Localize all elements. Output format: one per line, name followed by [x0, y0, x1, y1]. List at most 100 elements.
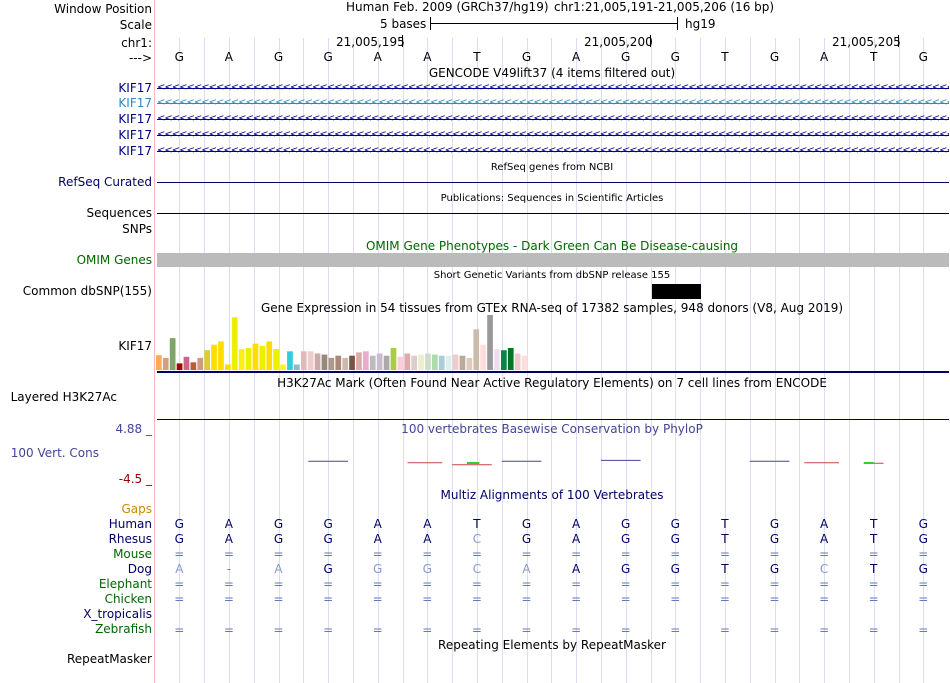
strand-arrow-label: --->	[128, 51, 152, 65]
gtex-bar[interactable]	[356, 352, 362, 370]
gtex-bar[interactable]	[473, 329, 480, 370]
gene-label-kif17-3[interactable]: KIF17	[118, 112, 152, 126]
sequences-line[interactable]	[157, 213, 949, 214]
refseq-line[interactable]	[157, 182, 949, 183]
alignment-base: =	[819, 577, 830, 591]
gtex-bar[interactable]	[480, 344, 486, 370]
h3k27ac-track-label[interactable]: Layered H3K27Ac	[10, 390, 117, 404]
gtex-bar[interactable]	[218, 341, 224, 370]
gtex-bar[interactable]	[335, 355, 342, 370]
gtex-bar[interactable]	[521, 355, 528, 370]
alignment-base: =	[521, 623, 532, 637]
alignment-base: A	[423, 532, 432, 546]
alignment-base: A	[819, 517, 829, 531]
gtex-bar[interactable]	[280, 364, 286, 371]
gtex-bar[interactable]	[404, 353, 411, 371]
transcript-line[interactable]	[157, 119, 949, 120]
gene-label-kif17-2[interactable]: KIF17	[118, 96, 152, 110]
alignment-base: =	[868, 592, 879, 606]
refseq-track-label[interactable]: RefSeq Curated	[58, 175, 152, 189]
cons-track-label[interactable]: 100 Vert. Cons	[10, 446, 99, 460]
alignment-base: =	[868, 577, 879, 591]
gtex-track-label[interactable]: KIF17	[118, 339, 152, 353]
gtex-bar[interactable]	[514, 353, 521, 371]
gtex-bar[interactable]	[266, 341, 273, 370]
gtex-bar[interactable]	[459, 355, 466, 370]
ruler-tick-label-3: 21,005,205	[832, 35, 901, 49]
gtex-bar[interactable]	[252, 343, 259, 370]
phylop-track-title: 100 vertebrates Basewise Conservation by…	[401, 422, 703, 436]
gtex-bar[interactable]	[487, 315, 493, 370]
gtex-bar[interactable]	[225, 364, 231, 371]
gtex-bar[interactable]	[376, 353, 383, 371]
gtex-bar[interactable]	[211, 344, 217, 370]
gtex-bar[interactable]	[183, 356, 190, 370]
alignment-base: G	[670, 562, 680, 576]
gtex-bar[interactable]	[390, 348, 397, 370]
gtex-bar[interactable]	[438, 355, 445, 370]
gene-label-kif17-5[interactable]: KIF17	[118, 144, 152, 158]
grid-line	[626, 38, 627, 683]
snps-track-label[interactable]: SNPs	[122, 222, 152, 236]
omim-gene-bar[interactable]	[157, 253, 949, 267]
alignment-base: =	[223, 577, 234, 591]
gtex-bar[interactable]	[197, 357, 204, 370]
gtex-bar[interactable]	[328, 357, 335, 370]
alignment-base: =	[620, 547, 631, 561]
alignment-base: =	[670, 592, 681, 606]
repeatmasker-track-label[interactable]: RepeatMasker	[66, 652, 152, 666]
gtex-bar[interactable]	[307, 351, 314, 370]
gtex-bar[interactable]	[452, 354, 459, 370]
gtex-bar[interactable]	[156, 355, 162, 370]
gtex-bar[interactable]	[342, 357, 348, 370]
gtex-bar[interactable]	[287, 351, 293, 370]
transcript-line[interactable]	[157, 88, 949, 89]
gtex-bar[interactable]	[259, 345, 266, 370]
gtex-bar[interactable]	[162, 357, 169, 370]
gtex-bar[interactable]	[238, 349, 245, 370]
gtex-bar[interactable]	[432, 354, 438, 370]
gtex-bar[interactable]	[363, 351, 369, 370]
gtex-bar[interactable]	[411, 355, 417, 370]
gtex-bar[interactable]	[369, 355, 376, 370]
alignment-base: =	[769, 592, 780, 606]
transcript-line[interactable]	[157, 103, 949, 104]
gtex-bar[interactable]	[300, 351, 307, 370]
transcript-line[interactable]	[157, 151, 949, 152]
gtex-bar[interactable]	[245, 348, 252, 370]
dbsnp-track-label[interactable]: Common dbSNP(155)	[22, 284, 152, 298]
gtex-bar[interactable]	[383, 355, 390, 370]
omim-track-label[interactable]: OMIM Genes	[76, 253, 152, 267]
gtex-bar[interactable]	[231, 317, 238, 370]
gene-label-kif17-1[interactable]: KIF17	[118, 81, 152, 95]
alignment-base: =	[918, 547, 929, 561]
gtex-bar[interactable]	[445, 355, 452, 370]
gtex-bar[interactable]	[190, 362, 197, 370]
gtex-bar[interactable]	[494, 349, 500, 370]
gtex-bar[interactable]	[169, 338, 176, 370]
grid-line	[279, 38, 280, 683]
gtex-bar[interactable]	[294, 364, 300, 371]
gtex-bar[interactable]	[425, 353, 431, 371]
gtex-bar[interactable]	[273, 349, 279, 370]
gtex-bar[interactable]	[349, 355, 355, 370]
gtex-bar[interactable]	[466, 357, 473, 370]
gtex-bar[interactable]	[507, 348, 514, 370]
alignment-base: C	[819, 562, 829, 576]
gene-label-kif17-4[interactable]: KIF17	[118, 128, 152, 142]
alignment-base: =	[372, 623, 383, 637]
species-label-chicken: Chicken	[104, 592, 152, 606]
gtex-bar[interactable]	[321, 354, 328, 370]
transcript-line[interactable]	[157, 135, 949, 136]
alignment-base: =	[571, 577, 582, 591]
alignment-base: T	[870, 562, 878, 576]
gtex-bar[interactable]	[204, 350, 210, 370]
gtex-bar[interactable]	[397, 356, 404, 370]
dbsnp-variant[interactable]	[652, 284, 701, 299]
gtex-bar[interactable]	[418, 354, 424, 370]
gtex-bar[interactable]	[501, 350, 507, 370]
gtex-bar[interactable]	[314, 353, 321, 371]
gtex-bar[interactable]	[176, 363, 183, 370]
alignment-base: =	[471, 592, 482, 606]
sequences-track-label[interactable]: Sequences	[86, 206, 152, 220]
